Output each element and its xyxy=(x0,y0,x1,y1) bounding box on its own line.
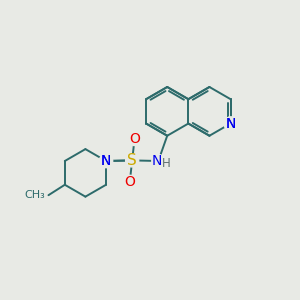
Circle shape xyxy=(123,175,136,188)
Circle shape xyxy=(128,133,141,146)
Circle shape xyxy=(224,117,237,130)
Text: O: O xyxy=(129,132,140,146)
Text: N: N xyxy=(101,154,111,168)
Text: N: N xyxy=(101,154,111,168)
Text: S: S xyxy=(127,153,137,168)
Text: N: N xyxy=(152,154,162,168)
Circle shape xyxy=(100,154,112,167)
Circle shape xyxy=(224,117,237,130)
Text: N: N xyxy=(225,116,236,130)
Text: H: H xyxy=(162,157,171,170)
Circle shape xyxy=(100,154,112,167)
Circle shape xyxy=(152,154,165,167)
Text: O: O xyxy=(124,175,135,189)
Text: CH₃: CH₃ xyxy=(25,190,46,200)
Circle shape xyxy=(126,154,139,167)
Text: N: N xyxy=(225,116,236,130)
